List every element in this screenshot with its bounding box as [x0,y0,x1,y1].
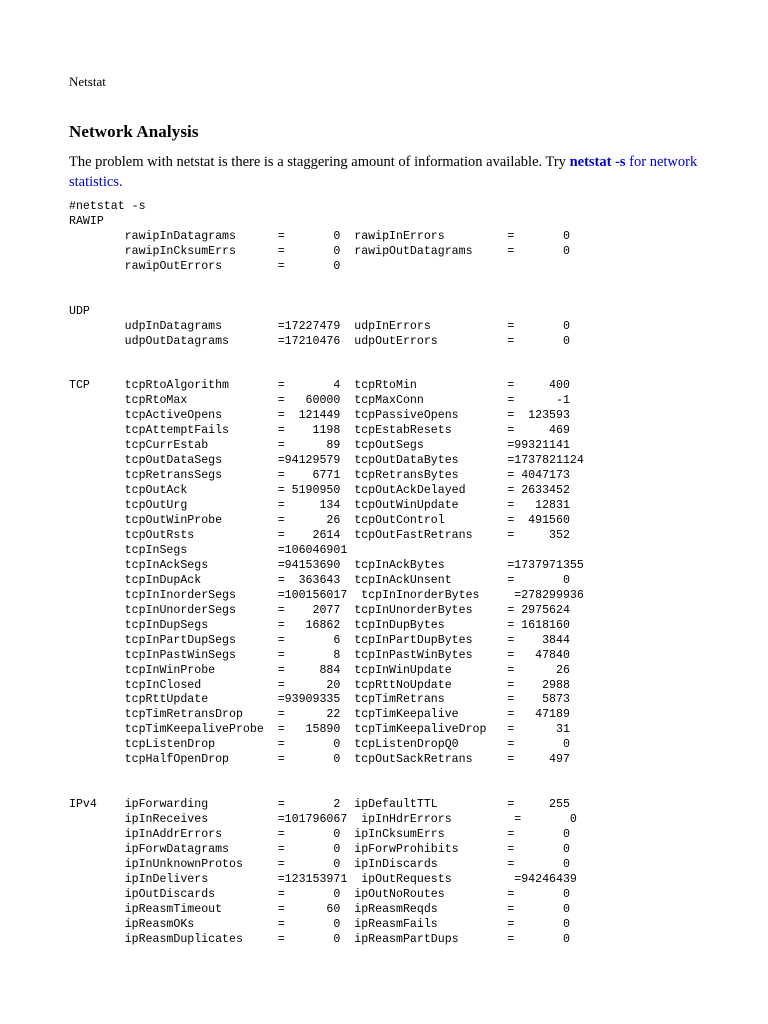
netstat-console-output: #netstat -s RAWIP rawipInDatagrams = 0 r… [69,200,584,946]
running-head: Netstat [69,74,106,89]
page-title: Network Analysis [69,122,199,141]
netstat-s-link[interactable]: netstat -s [569,154,626,170]
document-body: Netstat Network Analysis The problem wit… [69,74,699,948]
spacer [69,192,699,200]
intro-text-before: The problem with netstat is there is a s… [69,154,570,170]
spacer [69,142,699,152]
network-statistics-link[interactable]: for network statistics. [69,154,698,190]
intro-paragraph: The problem with netstat is there is a s… [69,152,699,192]
spacer [69,90,699,122]
